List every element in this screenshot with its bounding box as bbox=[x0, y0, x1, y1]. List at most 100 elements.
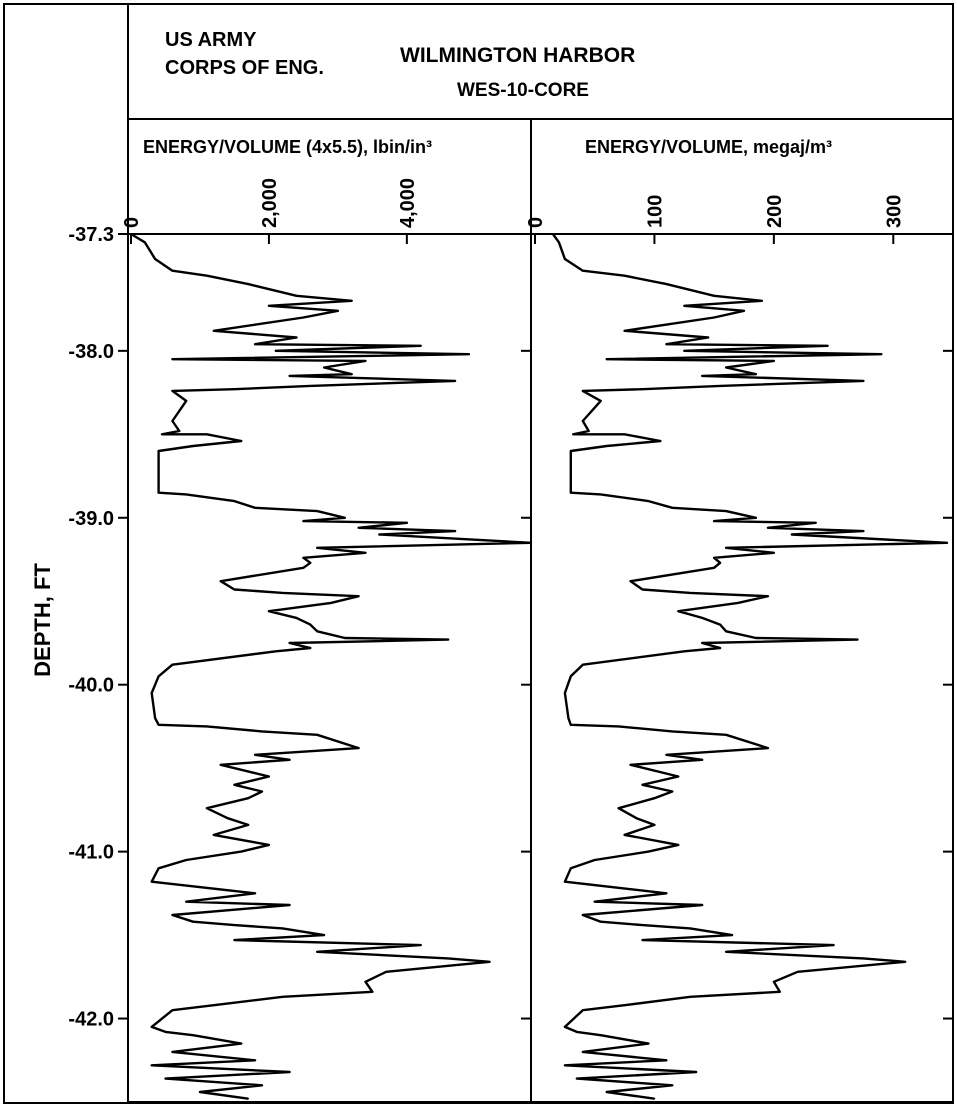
left-data-point bbox=[310, 385, 312, 387]
right-data-point bbox=[713, 295, 715, 297]
right-data-point bbox=[606, 1091, 608, 1093]
right-data-point bbox=[719, 647, 721, 649]
left-data-point bbox=[365, 981, 367, 983]
right-data-point bbox=[701, 904, 703, 906]
right-data-point bbox=[642, 589, 644, 591]
right-data-point bbox=[725, 510, 727, 512]
right-data-point bbox=[725, 631, 727, 633]
left-data-point bbox=[358, 527, 360, 529]
right-data-point bbox=[690, 592, 692, 594]
right-data-point bbox=[572, 434, 574, 436]
left-data-point bbox=[316, 951, 318, 953]
left-data-point bbox=[303, 520, 305, 522]
right-data-point bbox=[564, 1065, 566, 1067]
outer-frame bbox=[4, 4, 953, 1103]
right-data-point bbox=[946, 542, 948, 544]
left-data-point bbox=[337, 310, 339, 312]
left-data-point bbox=[206, 434, 208, 436]
left-data-point bbox=[310, 647, 312, 649]
left-data-point bbox=[268, 776, 270, 778]
left-data-point bbox=[296, 295, 298, 297]
left-data-point bbox=[254, 343, 256, 345]
left-data-point bbox=[241, 1043, 243, 1045]
left-data-point bbox=[247, 283, 249, 285]
right-data-point bbox=[630, 580, 632, 582]
right-data-point bbox=[701, 375, 703, 377]
left-data-point bbox=[172, 420, 174, 422]
right-data-point bbox=[576, 1078, 578, 1080]
left-data-point bbox=[303, 567, 305, 569]
left-data-point bbox=[213, 330, 215, 332]
right-data-point bbox=[582, 1051, 584, 1053]
right-data-point bbox=[719, 385, 721, 387]
left-data-point bbox=[344, 517, 346, 519]
left-data-point bbox=[296, 337, 298, 339]
y-tick-label: -40.0 bbox=[68, 675, 114, 697]
left-data-point bbox=[179, 430, 181, 432]
right-panel-axis-title: ENERGY/VOLUME, megaj/m³ bbox=[585, 137, 832, 157]
right-data-point bbox=[582, 664, 584, 666]
right-data-point bbox=[582, 914, 584, 916]
y-tick-label: -37.3 bbox=[68, 224, 114, 246]
right-x-tick-label: 0 bbox=[525, 217, 547, 228]
left-data-point bbox=[234, 589, 236, 591]
left-data-point bbox=[468, 353, 470, 355]
right-data-point bbox=[725, 734, 727, 736]
left-data-point bbox=[165, 1031, 167, 1033]
right-data-point bbox=[743, 310, 745, 312]
right-data-point bbox=[648, 851, 650, 853]
right-data-point bbox=[767, 527, 769, 529]
left-data-point bbox=[172, 1009, 174, 1011]
left-data-point bbox=[365, 360, 367, 362]
right-data-point bbox=[618, 807, 620, 809]
right-data-point bbox=[815, 522, 817, 524]
left-data-point bbox=[282, 592, 284, 594]
left-data-point bbox=[447, 639, 449, 641]
right-data-point bbox=[636, 817, 638, 819]
left-data-point bbox=[234, 939, 236, 941]
left-data-point bbox=[289, 759, 291, 761]
right-data-point bbox=[570, 492, 572, 494]
left-data-point bbox=[241, 851, 243, 853]
right-data-point bbox=[761, 300, 763, 302]
right-data-point bbox=[684, 350, 686, 352]
right-data-point bbox=[594, 859, 596, 861]
left-data-point bbox=[254, 1060, 256, 1062]
right-data-point bbox=[773, 981, 775, 983]
left-data-point bbox=[289, 904, 291, 906]
right-data-point bbox=[701, 642, 703, 644]
left-data-point bbox=[289, 1071, 291, 1073]
left-x-tick-label: 0 bbox=[121, 217, 143, 228]
right-data-point bbox=[672, 507, 674, 509]
left-data-point bbox=[247, 797, 249, 799]
right-data-point bbox=[701, 759, 703, 761]
left-data-point bbox=[344, 637, 346, 639]
right-data-point bbox=[642, 784, 644, 786]
left-data-point bbox=[310, 562, 312, 564]
left-data-point bbox=[247, 1098, 249, 1100]
right-x-tick-label: 200 bbox=[764, 195, 786, 228]
left-x-tick-label: 4,000 bbox=[397, 178, 419, 228]
left-data-point bbox=[296, 617, 298, 619]
left-data-point bbox=[172, 664, 174, 666]
left-data-point bbox=[158, 492, 160, 494]
right-data-point bbox=[863, 530, 865, 532]
left-data-point bbox=[310, 624, 312, 626]
left-data-point bbox=[447, 958, 449, 960]
y-axis-label: DEPTH, FT bbox=[30, 563, 55, 677]
left-data-point bbox=[330, 602, 332, 604]
right-data-point bbox=[719, 562, 721, 564]
left-data-point bbox=[154, 717, 156, 719]
right-data-point bbox=[690, 928, 692, 930]
y-tick-label: -41.0 bbox=[68, 842, 114, 864]
left-data-point bbox=[358, 747, 360, 749]
y-tick-label: -42.0 bbox=[68, 1009, 114, 1031]
right-data-point bbox=[678, 610, 680, 612]
right-data-point bbox=[707, 337, 709, 339]
left-data-point bbox=[172, 390, 174, 392]
right-data-point bbox=[672, 791, 674, 793]
right-data-point bbox=[666, 283, 668, 285]
left-panel-axis-title: ENERGY/VOLUME (4x5.5), lbin/in³ bbox=[143, 137, 432, 157]
right-data-point bbox=[791, 534, 793, 536]
